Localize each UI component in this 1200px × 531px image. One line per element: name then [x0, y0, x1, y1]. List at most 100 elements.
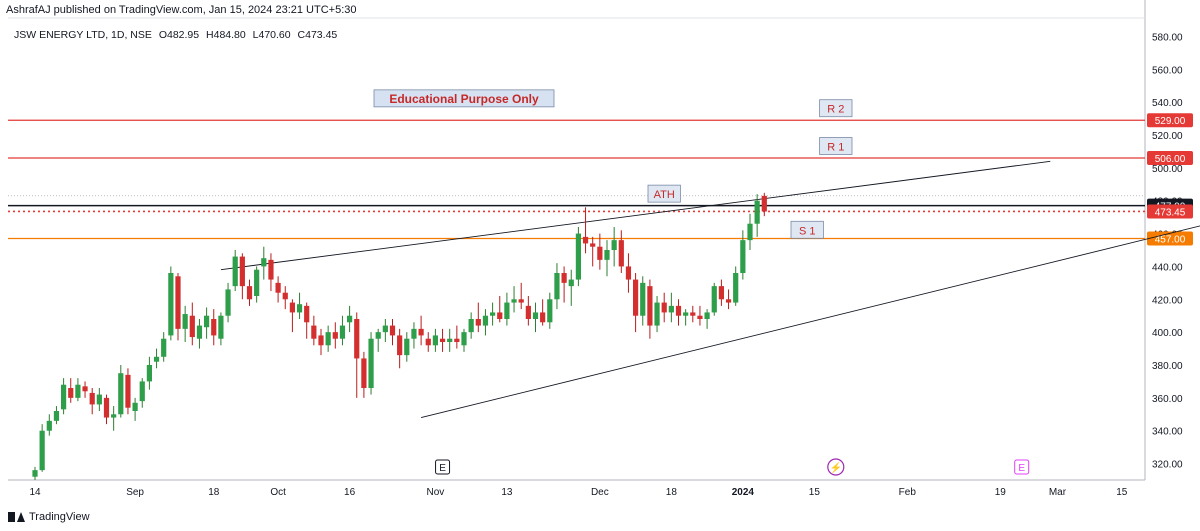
time-tick-label: Feb: [899, 487, 917, 498]
candle-body: [461, 332, 467, 346]
candle-body: [325, 332, 331, 346]
price-tick-label: 560.00: [1152, 65, 1183, 76]
price-label-bg: [1147, 151, 1193, 165]
candle-body: [525, 305, 531, 319]
candle-body: [296, 304, 303, 313]
event-label: E: [439, 463, 446, 474]
candle-up: [46, 414, 52, 436]
candle-up: [733, 266, 739, 306]
candle-body: [361, 358, 367, 388]
candle-down: [690, 305, 696, 323]
candle-down: [661, 292, 667, 323]
candle-body: [275, 282, 281, 293]
time-tick-label: 18: [208, 487, 220, 498]
tradingview-brand[interactable]: TradingView: [8, 511, 90, 523]
candle-down: [497, 296, 503, 323]
candle-body: [590, 243, 596, 247]
time-tick-label: 16: [344, 487, 356, 498]
candle-down: [332, 322, 338, 349]
candle-up: [411, 322, 417, 349]
candle-body: [582, 236, 589, 244]
candle-body: [547, 299, 553, 323]
level-tag: ATH: [647, 184, 681, 203]
candle-up: [461, 328, 467, 352]
lower-trendline: [420, 225, 1200, 419]
candle-body: [89, 392, 95, 405]
candle-down: [761, 192, 767, 217]
candle-body: [704, 312, 710, 319]
price-tick-label: 440.00: [1152, 262, 1183, 273]
candle-up: [504, 292, 510, 326]
candle-up: [468, 312, 474, 339]
candle-body: [311, 325, 317, 339]
candle-up: [640, 276, 646, 326]
candle-body: [204, 315, 210, 328]
candle-body: [604, 250, 610, 260]
candle-down: [246, 279, 253, 306]
candle-body: [389, 325, 396, 336]
candle-body: [718, 286, 724, 300]
candle-body: [268, 259, 274, 280]
candle-up: [196, 319, 203, 349]
candle-up: [118, 365, 124, 418]
candle-body: [597, 246, 603, 260]
earnings-event-icon: E: [435, 459, 451, 475]
event-circle: [827, 458, 845, 476]
price-label-text: 506.00: [1155, 154, 1186, 165]
candle-body: [125, 374, 131, 408]
candle-body: [318, 335, 324, 346]
tag-bg: [819, 99, 853, 118]
tag-text: Educational Purpose Only: [389, 92, 539, 106]
candle-up: [32, 466, 38, 480]
ohlc-close: C473.45: [297, 29, 338, 41]
candle-up: [182, 305, 188, 342]
candle-up: [347, 305, 353, 333]
candle-body: [289, 302, 295, 313]
candle-body: [432, 335, 438, 346]
candle-body: [146, 365, 152, 382]
time-tick-label: 13: [501, 487, 513, 498]
candle-body: [196, 325, 203, 339]
ohlc-high: H484.80: [206, 29, 246, 41]
candle-body: [139, 381, 145, 402]
candle-body: [404, 338, 410, 356]
candle-up: [711, 282, 717, 316]
candle-body: [132, 402, 138, 411]
candle-up: [368, 332, 374, 395]
candle-body: [439, 338, 446, 342]
candle-down: [725, 289, 732, 310]
time-tick-label: 18: [666, 487, 678, 498]
symbol-name[interactable]: JSW ENERGY LTD, 1D, NSE: [14, 29, 152, 41]
candle-body: [611, 240, 617, 250]
candle-up: [683, 309, 689, 326]
price-tick-label: 520.00: [1152, 131, 1183, 142]
candle-body: [225, 289, 231, 316]
candle-body: [254, 269, 260, 296]
candle-body: [518, 299, 524, 303]
tag-text: ATH: [654, 189, 675, 201]
candle-up: [490, 302, 496, 326]
candle-up: [325, 325, 331, 352]
candle-body: [282, 292, 288, 300]
tag-bg: [647, 184, 681, 203]
candle-up: [704, 309, 710, 329]
tag-text: R 1: [827, 142, 844, 154]
candle-up: [447, 328, 453, 352]
candle-body: [425, 338, 431, 346]
candle-body: [447, 338, 453, 342]
candle-body: [232, 256, 238, 287]
time-tick-label: 15: [1116, 487, 1128, 498]
candle-down: [454, 325, 460, 349]
candle-down: [211, 309, 217, 346]
ohlc-open: O482.95: [158, 29, 200, 41]
candle-up: [547, 292, 553, 329]
tag-text: S 1: [799, 225, 816, 237]
time-tick-label: Sep: [126, 487, 144, 498]
time-axis-ticks: 14 Sep 18 Oct 16 Nov 13 Dec 18 2024 15 Feb 19 Mar 15: [29, 487, 1127, 498]
candle-body: [368, 338, 374, 388]
candle-down: [125, 368, 131, 415]
candle-up: [296, 292, 303, 319]
price-label-tag: 529.00: [1147, 113, 1193, 128]
candle-down: [175, 273, 181, 341]
